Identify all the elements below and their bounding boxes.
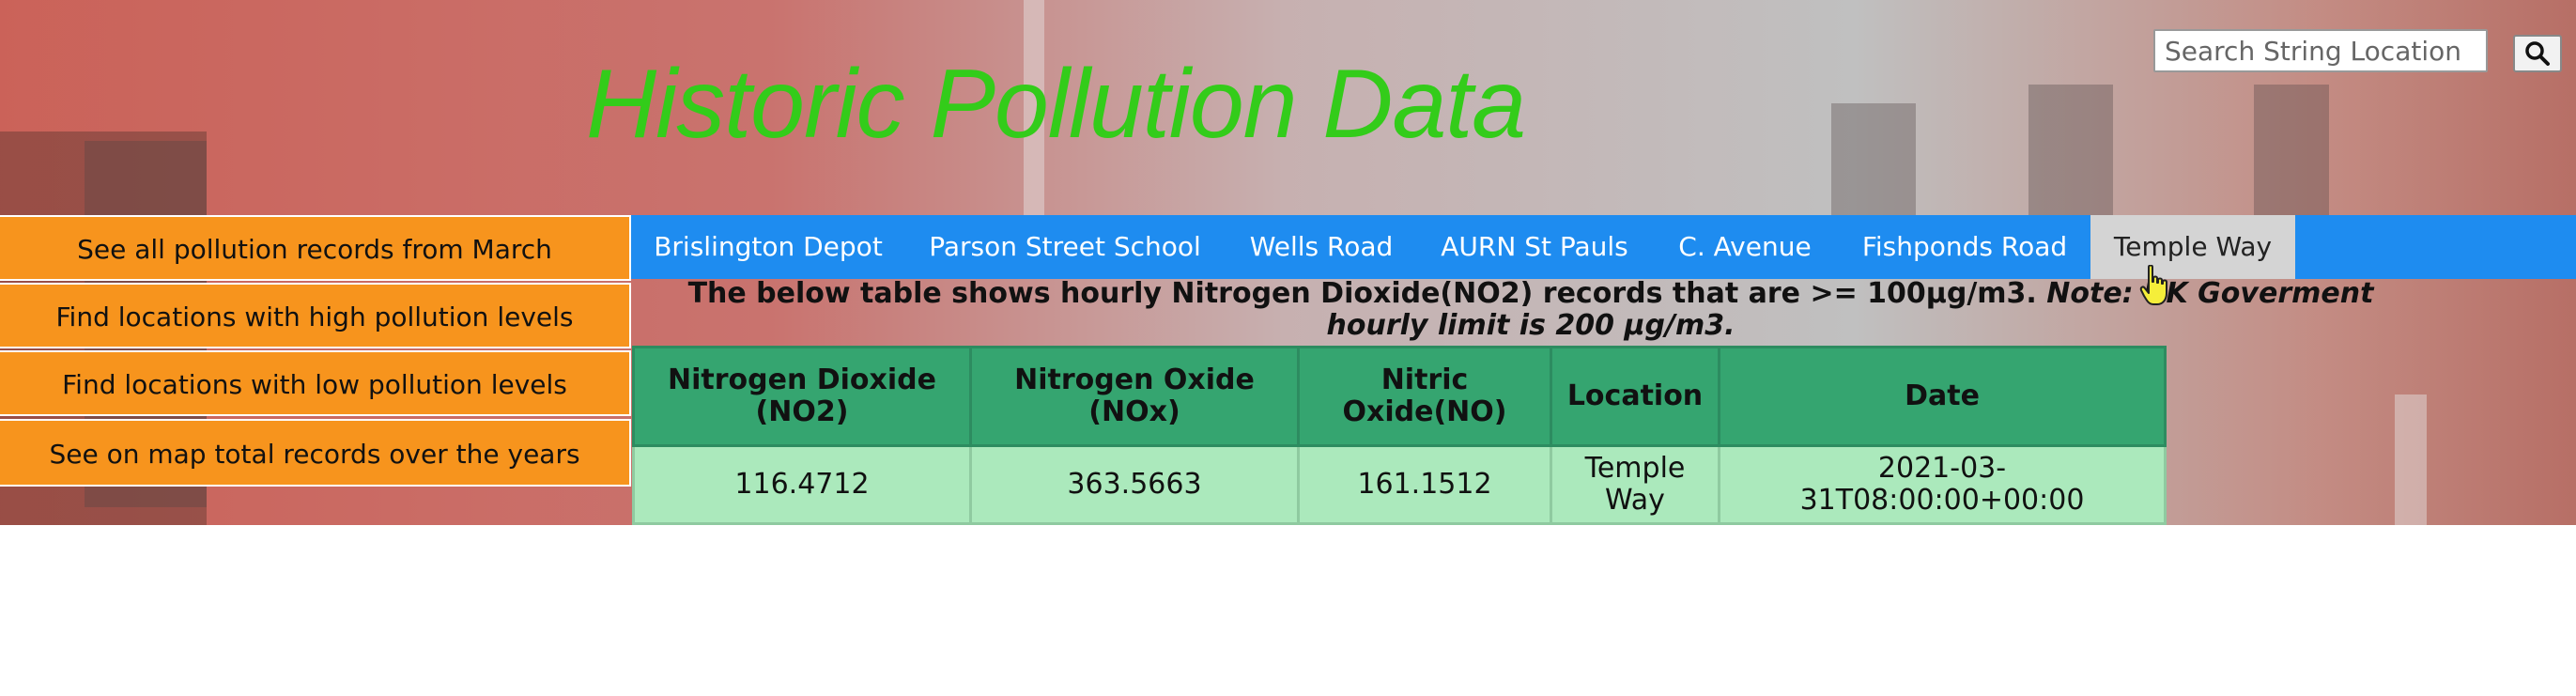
column-header-nox: Nitrogen Oxide (NOx) [969, 346, 1300, 447]
nav-item-aurn-st-pauls[interactable]: AURN St Pauls [1441, 231, 1628, 262]
cell-location: Temple Way [1550, 444, 1720, 525]
caption-note: Note: UK Goverment hourly limit is 200 µ… [1326, 277, 2374, 342]
map-total-records-button[interactable]: See on map total records over the years [0, 419, 631, 487]
background-pipe [2395, 394, 2427, 525]
nav-item-c-avenue[interactable]: C. Avenue [1678, 231, 1812, 262]
search-input[interactable] [2153, 29, 2488, 72]
search-button[interactable] [2513, 35, 2562, 72]
cell-no: 161.1512 [1297, 444, 1552, 525]
nav-item-wells-road[interactable]: Wells Road [1249, 231, 1394, 262]
high-pollution-button[interactable]: Find locations with high pollution level… [0, 283, 631, 348]
table-row: 116.4712 363.5663 161.1512 Temple Way 20… [632, 444, 2167, 525]
search-icon [2525, 41, 2550, 66]
hand-pointer-cursor-icon [2139, 265, 2167, 305]
background-pipe [1024, 0, 1044, 215]
nav-item-parson-street-school[interactable]: Parson Street School [929, 231, 1201, 262]
column-header-no2: Nitrogen Dioxide (NO2) [632, 346, 972, 447]
page-title: Historic Pollution Data [586, 50, 1526, 159]
cell-no2: 116.4712 [632, 444, 972, 525]
nav-item-temple-way[interactable]: Temple Way [2090, 215, 2295, 279]
nav-item-brislington-depot[interactable]: Brislington Depot [654, 231, 883, 262]
cell-date: 2021-03-31T08:00:00+00:00 [1718, 444, 2167, 525]
low-pollution-button[interactable]: Find locations with low pollution levels [0, 350, 631, 416]
see-all-records-march-button[interactable]: See all pollution records from March [0, 215, 631, 281]
column-header-date: Date [1718, 346, 2167, 447]
table-caption: The below table shows hourly Nitrogen Di… [657, 278, 2404, 342]
column-header-no: Nitric Oxide(NO) [1297, 346, 1552, 447]
nav-item-fishponds-road[interactable]: Fishponds Road [1861, 231, 2068, 262]
pollution-table: Nitrogen Dioxide (NO2) Nitrogen Oxide (N… [632, 346, 2167, 525]
cell-nox: 363.5663 [969, 444, 1300, 525]
column-header-location: Location [1550, 346, 1720, 447]
table-header-row: Nitrogen Dioxide (NO2) Nitrogen Oxide (N… [632, 346, 2167, 447]
caption-main: The below table shows hourly Nitrogen Di… [687, 277, 2037, 310]
